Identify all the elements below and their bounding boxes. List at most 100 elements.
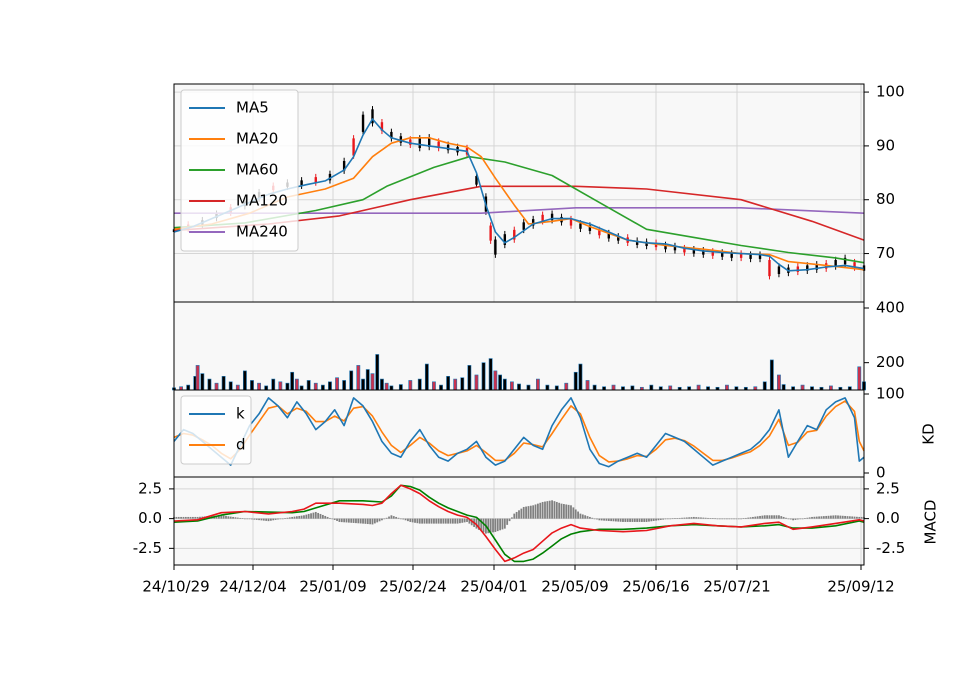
candle-body <box>342 160 346 171</box>
volume-bar <box>221 376 226 391</box>
macd-histogram-bar <box>262 518 265 521</box>
macd-histogram-bar <box>605 518 608 521</box>
macd-histogram-bar <box>789 518 792 520</box>
ma5-line <box>173 118 865 272</box>
macd-histogram-bar <box>433 518 435 524</box>
volume-bar <box>278 381 283 391</box>
candle-body <box>673 246 677 251</box>
macd-histogram-bar <box>655 518 657 521</box>
macd-histogram-bar <box>501 518 504 530</box>
kd-legend-entry: d <box>236 436 246 454</box>
candle-body <box>711 251 714 256</box>
macd-histogram-bar <box>532 505 535 519</box>
volume-bar <box>320 384 325 391</box>
x-axis: 24/10/29 24/12/04 25/01/09 25/02/24 25/04/01… <box>142 565 895 596</box>
macd-histogram-bar <box>577 511 579 519</box>
macd-histogram-bar <box>236 517 239 519</box>
volume-bar <box>389 385 394 391</box>
macd-histogram-bar <box>763 515 766 519</box>
candle-body <box>380 122 384 131</box>
volume-bar <box>481 362 486 391</box>
macd-histogram-bar <box>355 518 357 524</box>
macd-histogram-bar <box>402 518 405 520</box>
macd-histogram-bar <box>255 518 258 520</box>
volume-bar <box>432 381 436 391</box>
macd-histogram-bar <box>574 509 577 519</box>
macd-histogram-bar <box>350 518 353 523</box>
macd-histogram-bar <box>640 518 643 522</box>
candle-body <box>314 177 317 183</box>
macd-histogram-bar <box>837 515 839 519</box>
macd-histogram-bar <box>818 516 821 519</box>
macd-histogram-bar <box>709 518 712 519</box>
volume-bar <box>384 382 389 391</box>
volume-bar <box>630 385 635 391</box>
macd-histogram-bar <box>555 501 558 519</box>
macd-histogram-bar <box>338 518 341 522</box>
kd-panel: 0 100 kd <box>173 385 905 482</box>
macd-histogram-bar <box>848 516 851 519</box>
macd-histogram-bar <box>711 518 714 519</box>
volume-bar <box>342 380 347 391</box>
macd-histogram-bar <box>591 517 594 519</box>
macd-histogram-bar <box>657 518 660 521</box>
candle-body <box>541 214 544 222</box>
macd-histogram-bar <box>692 516 695 519</box>
macd-histogram-bar <box>295 516 298 519</box>
macd-right-tick-label: -2.5 <box>876 539 905 557</box>
macd-histogram-bar <box>778 515 780 519</box>
macd-histogram-bar <box>860 516 863 519</box>
candle-body <box>531 219 535 226</box>
volume-bar <box>510 381 514 391</box>
macd-histogram-bar <box>645 518 648 522</box>
macd-histogram-bar <box>189 516 192 519</box>
volume-bar <box>545 384 550 391</box>
volume-bar <box>375 354 380 391</box>
candle-body <box>409 139 412 145</box>
volume-y-tick-label: 400 <box>876 299 905 317</box>
volume-bar <box>649 384 654 391</box>
macd-histogram-bar <box>593 518 596 520</box>
macd-right-tick-label: 0.0 <box>876 509 900 527</box>
candle-body <box>739 253 743 258</box>
volume-bar <box>264 385 269 391</box>
macd-histogram-bar <box>307 513 310 519</box>
volume-bar <box>417 378 422 391</box>
macd-histogram-bar <box>286 517 289 519</box>
volume-bar <box>777 374 781 391</box>
macd-histogram-bar <box>520 508 523 519</box>
volume-bar <box>408 380 413 391</box>
macd-histogram-bar <box>388 516 390 519</box>
x-tick-label: 24/10/29 <box>142 578 209 596</box>
candle-body <box>730 253 733 258</box>
macd-histogram-bar <box>652 518 655 521</box>
macd-histogram-bar <box>503 518 506 529</box>
macd-histogram-bar <box>243 518 246 520</box>
macd-histogram-bar <box>702 517 705 519</box>
volume-bar <box>398 384 403 391</box>
macd-histogram-bar <box>728 518 731 520</box>
macd-histogram-bar <box>222 515 225 519</box>
macd-histogram-bar <box>551 500 553 519</box>
macd-histogram-bar <box>718 518 721 520</box>
volume-bar <box>488 358 493 391</box>
candle-body <box>361 114 365 132</box>
macd-histogram-bar <box>511 517 513 519</box>
macd-histogram-bar <box>404 518 407 521</box>
volume-y-tick-label: 200 <box>876 353 905 371</box>
macd-histogram-bar <box>272 518 275 521</box>
macd-histogram-bar <box>347 518 350 523</box>
candle-body <box>815 264 818 270</box>
macd-histogram-bar <box>674 518 676 519</box>
macd-histogram-bar <box>199 516 201 519</box>
macd-histogram-bar <box>314 511 317 519</box>
macd-histogram-bar <box>319 513 322 519</box>
volume-bar <box>578 363 583 391</box>
macd-histogram-bar <box>740 518 743 520</box>
macd-histogram-bar <box>600 518 603 521</box>
macd-histogram-bar <box>853 516 856 519</box>
kd-y-tick-label: 0 <box>876 464 886 482</box>
macd-histogram-bar <box>808 517 811 519</box>
candle-body <box>446 144 450 151</box>
x-tick-label: 25/05/09 <box>541 578 608 596</box>
